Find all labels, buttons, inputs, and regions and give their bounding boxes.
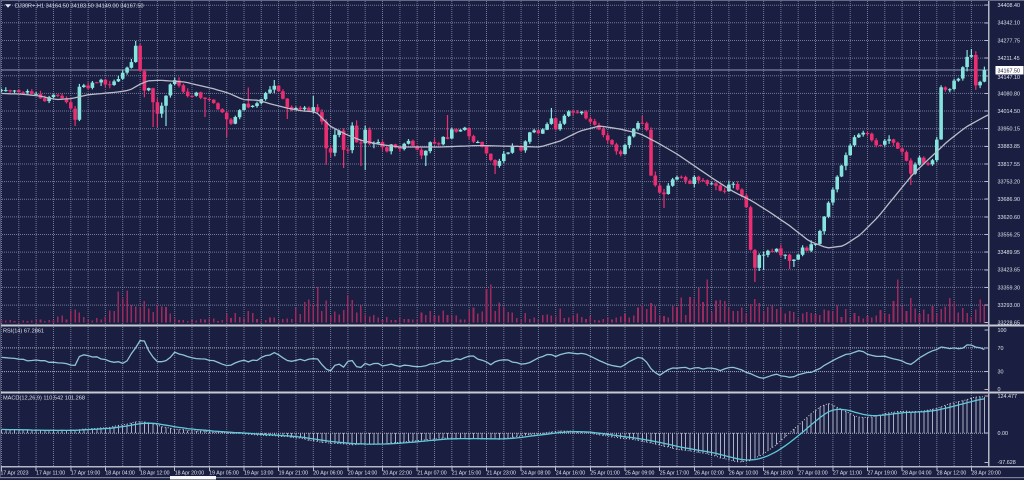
svg-text:34211.45: 34211.45	[998, 56, 1020, 62]
svg-text:19 Apr 13:00: 19 Apr 13:00	[244, 471, 274, 477]
svg-text:MACD(12,26,9) 110.542 101.268: MACD(12,26,9) 110.542 101.268	[3, 396, 85, 402]
svg-text:34167.50: 34167.50	[998, 68, 1020, 74]
svg-text:21 Apr 15:00: 21 Apr 15:00	[452, 471, 482, 477]
svg-text:33489.95: 33489.95	[998, 250, 1020, 256]
svg-text:DJ30R+,H1 34164.50 34183.50 34: DJ30R+,H1 34164.50 34183.50 34149.00 341…	[15, 4, 144, 10]
svg-text:30: 30	[998, 370, 1004, 376]
svg-text:20 Apr 06:00: 20 Apr 06:00	[313, 471, 343, 477]
svg-text:25 Apr 17:00: 25 Apr 17:00	[660, 471, 690, 477]
svg-text:70: 70	[998, 346, 1004, 352]
svg-text:34147.10: 34147.10	[998, 75, 1020, 81]
svg-text:18 Apr 20:00: 18 Apr 20:00	[175, 471, 205, 477]
svg-text:20 Apr 22:00: 20 Apr 22:00	[383, 471, 413, 477]
svg-text:26 Apr 18:00: 26 Apr 18:00	[764, 471, 794, 477]
svg-text:33686.90: 33686.90	[998, 197, 1020, 203]
svg-text:21 Apr 07:00: 21 Apr 07:00	[417, 471, 447, 477]
svg-text:RSI(14) 67.2861: RSI(14) 67.2861	[3, 329, 44, 335]
svg-text:33753.20: 33753.20	[998, 180, 1020, 186]
svg-text:124.477: 124.477	[998, 394, 1018, 400]
svg-text:0.00: 0.00	[998, 431, 1009, 437]
svg-text:34408.40: 34408.40	[998, 3, 1020, 9]
svg-text:19 Apr 21:00: 19 Apr 21:00	[279, 471, 309, 477]
svg-text:28 Apr 12:00: 28 Apr 12:00	[937, 471, 967, 477]
svg-text:33883.85: 33883.85	[998, 144, 1020, 150]
svg-text:33620.60: 33620.60	[998, 215, 1020, 221]
svg-text:27 Apr 19:00: 27 Apr 19:00	[868, 471, 898, 477]
svg-text:33293.00: 33293.00	[998, 303, 1020, 309]
svg-text:18 Apr 12:00: 18 Apr 12:00	[140, 471, 170, 477]
svg-text:26 Apr 10:00: 26 Apr 10:00	[729, 471, 759, 477]
svg-text:18 Apr 04:00: 18 Apr 04:00	[105, 471, 135, 477]
svg-text:34080.80: 34080.80	[998, 91, 1020, 97]
svg-text:100: 100	[998, 328, 1007, 334]
svg-text:33359.30: 33359.30	[998, 285, 1020, 291]
svg-text:26 Apr 02:00: 26 Apr 02:00	[694, 471, 724, 477]
svg-text:17 Apr 11:00: 17 Apr 11:00	[36, 471, 65, 477]
svg-text:-97.628: -97.628	[998, 460, 1016, 466]
svg-text:17 Apr 2023: 17 Apr 2023	[1, 471, 29, 477]
svg-text:33950.15: 33950.15	[998, 127, 1020, 133]
svg-text:24 Apr 16:00: 24 Apr 16:00	[556, 471, 586, 477]
svg-text:21 Apr 23:00: 21 Apr 23:00	[487, 471, 517, 477]
svg-text:33556.25: 33556.25	[998, 232, 1020, 238]
svg-text:24 Apr 08:00: 24 Apr 08:00	[521, 471, 551, 477]
svg-text:34277.75: 34277.75	[998, 38, 1020, 44]
svg-text:20 Apr 14:00: 20 Apr 14:00	[348, 471, 378, 477]
svg-text:25 Apr 01:00: 25 Apr 01:00	[590, 471, 620, 477]
svg-text:33423.65: 33423.65	[998, 268, 1020, 274]
svg-text:34014.50: 34014.50	[998, 109, 1020, 115]
svg-text:33228.65: 33228.65	[998, 321, 1020, 327]
svg-text:33817.55: 33817.55	[998, 162, 1020, 168]
svg-text:19 Apr 05:00: 19 Apr 05:00	[209, 471, 239, 477]
svg-text:34342.10: 34342.10	[998, 21, 1020, 27]
svg-text:25 Apr 09:00: 25 Apr 09:00	[625, 471, 655, 477]
svg-text:17 Apr 19:00: 17 Apr 19:00	[71, 471, 101, 477]
svg-text:0: 0	[998, 387, 1001, 393]
svg-text:28 Apr 04:00: 28 Apr 04:00	[902, 471, 932, 477]
svg-text:27 Apr 11:00: 27 Apr 11:00	[833, 471, 862, 477]
svg-text:27 Apr 03:00: 27 Apr 03:00	[798, 471, 828, 477]
svg-text:28 Apr 20:00: 28 Apr 20:00	[971, 471, 1001, 477]
